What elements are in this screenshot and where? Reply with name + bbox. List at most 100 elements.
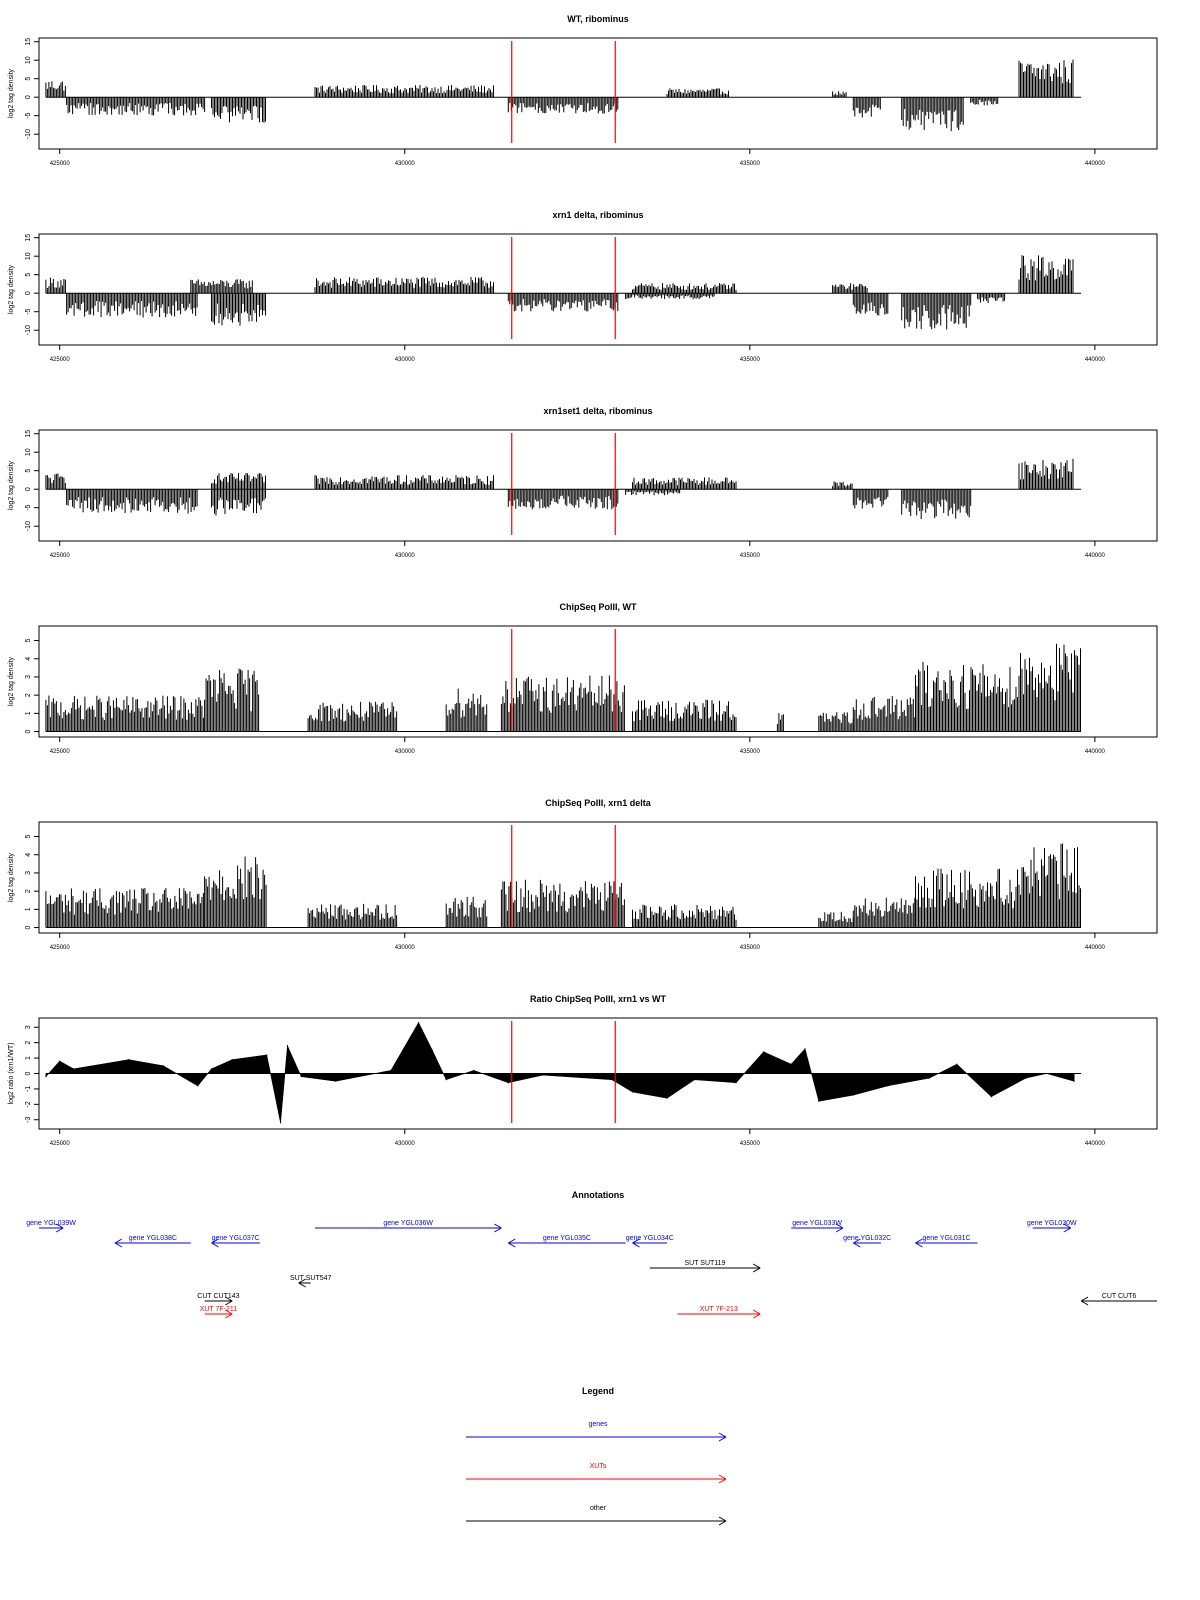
arrow-head bbox=[494, 1223, 502, 1229]
data-bars bbox=[45, 643, 1081, 732]
annotation-arrow bbox=[39, 1223, 64, 1233]
ratio-point bbox=[300, 1075, 302, 1078]
legend-title: Legend bbox=[582, 1386, 614, 1396]
legend-label: genes bbox=[588, 1421, 608, 1428]
series-plus bbox=[45, 458, 1074, 490]
ratio-point bbox=[445, 1079, 447, 1081]
legend-arrow bbox=[466, 1516, 727, 1526]
y-axis-label: log2 tag density bbox=[8, 852, 15, 902]
arrow-head bbox=[718, 1436, 727, 1442]
y-tick-label: -5 bbox=[25, 308, 32, 314]
annotation-gene: gene YGL033W bbox=[791, 1220, 844, 1233]
annotation-label: SUT SUT547 bbox=[290, 1275, 332, 1282]
annotation-gene: gene YGL035C bbox=[508, 1235, 626, 1248]
data-bars bbox=[45, 843, 1081, 928]
ratio-point bbox=[990, 1096, 992, 1098]
chart-panel-3: xrn1set1 delta, ribominus log2 tag densit… bbox=[8, 406, 1158, 559]
legend-item-gene: genes bbox=[466, 1421, 727, 1442]
y-tick-label: 1 bbox=[25, 907, 32, 911]
y-tick-label: 10 bbox=[25, 56, 32, 64]
arrow-head bbox=[224, 1309, 233, 1315]
legend-arrow bbox=[466, 1432, 727, 1442]
x-tick-label: 430000 bbox=[395, 945, 416, 951]
annotations-title: Annotations bbox=[572, 1190, 625, 1200]
annotation-xut: XUT 7F-213 bbox=[677, 1306, 761, 1319]
annotation-label: SUT SUT119 bbox=[684, 1260, 725, 1267]
arrow-head bbox=[752, 1263, 761, 1269]
ratio-point bbox=[335, 1080, 337, 1082]
arrow-head bbox=[752, 1313, 761, 1319]
x-tick-label: 435000 bbox=[740, 1141, 761, 1147]
chart-title: WT, ribominus bbox=[567, 14, 629, 24]
annotation-arrow bbox=[508, 1238, 626, 1248]
y-tick-label: 0 bbox=[25, 95, 32, 99]
ratio-point bbox=[790, 1063, 792, 1065]
plot-frame bbox=[38, 233, 1158, 346]
arrow-head bbox=[211, 1238, 219, 1244]
arrow-head bbox=[224, 1300, 233, 1306]
annotation-arrow bbox=[1032, 1223, 1071, 1233]
y-axis-label: log2 tag density bbox=[8, 656, 15, 706]
annotation-label: gene YGL038C bbox=[129, 1235, 177, 1242]
x-tick-label: 440000 bbox=[1085, 749, 1106, 755]
arrow-head bbox=[494, 1227, 502, 1233]
y-axis-label: log2 tag density bbox=[8, 68, 15, 118]
legend: Legend genes XUTs other bbox=[466, 1386, 727, 1526]
chart-panel-6: Ratio ChipSeq PolII, xrn1 vs WT log2 rati… bbox=[8, 994, 1158, 1147]
legend-item-other: other bbox=[466, 1505, 727, 1526]
annotation-arrow bbox=[114, 1238, 191, 1248]
annotation-label: gene YGL039W bbox=[26, 1220, 76, 1227]
x-tick-label: 435000 bbox=[740, 553, 761, 559]
annotation-label: gene YGL030W bbox=[1027, 1220, 1077, 1227]
annotation-arrow bbox=[315, 1223, 502, 1233]
arrow-head bbox=[114, 1238, 123, 1244]
ratio-point bbox=[128, 1059, 130, 1061]
ratio-point bbox=[507, 1082, 509, 1084]
y-tick-label: 4 bbox=[25, 657, 32, 661]
y-tick-label: 0 bbox=[25, 487, 32, 491]
y-tick-label: -10 bbox=[25, 325, 32, 335]
arrow-head bbox=[508, 1238, 516, 1244]
data-bars bbox=[45, 255, 1074, 330]
chart-title: xrn1 delta, ribominus bbox=[552, 210, 643, 220]
plot-frame bbox=[38, 429, 1158, 542]
annotation-arrow bbox=[204, 1309, 233, 1319]
annotation-other: SUT SUT547 bbox=[290, 1275, 332, 1288]
plot-frame bbox=[38, 625, 1158, 738]
y-tick-label: -10 bbox=[25, 129, 32, 139]
y-tick-label: 5 bbox=[25, 469, 32, 473]
arrow-head bbox=[1080, 1300, 1089, 1306]
chart-title: ChipSeq PolII, xrn1 delta bbox=[545, 798, 652, 808]
annotation-label: CUT CUT6 bbox=[1102, 1293, 1137, 1300]
annotation-xut: XUT 7F-211 bbox=[200, 1306, 237, 1319]
series-density bbox=[45, 643, 1081, 732]
ratio-point bbox=[279, 1122, 282, 1124]
arrow-head bbox=[55, 1227, 64, 1233]
annotations-panel: Annotations gene YGL039W gene YGL038C gene … bbox=[26, 1190, 1157, 1319]
annotation-label: CUT CUT143 bbox=[197, 1293, 239, 1300]
y-tick-label: 2 bbox=[25, 693, 32, 697]
arrow-head bbox=[298, 1282, 306, 1288]
annotation-label: XUT 7F-213 bbox=[700, 1306, 738, 1313]
x-tick-label: 430000 bbox=[395, 161, 416, 167]
data-bars bbox=[45, 59, 1074, 132]
legend-label: other bbox=[590, 1505, 607, 1512]
y-tick-label: 15 bbox=[25, 234, 32, 242]
ratio-point bbox=[417, 1022, 420, 1024]
x-tick-label: 440000 bbox=[1085, 945, 1106, 951]
y-tick-label: 2 bbox=[25, 889, 32, 893]
y-axis-label: log2 tag density bbox=[8, 264, 15, 314]
chart-title: ChipSeq PolII, WT bbox=[560, 602, 637, 612]
arrow-head bbox=[114, 1242, 123, 1248]
x-tick-label: 440000 bbox=[1085, 553, 1106, 559]
arrow-head bbox=[835, 1223, 844, 1229]
ratio-point bbox=[818, 1100, 820, 1102]
ratio-point bbox=[231, 1059, 233, 1061]
annotation-gene: gene YGL030W bbox=[1027, 1220, 1077, 1233]
data-bars bbox=[45, 458, 1074, 520]
ratio-point bbox=[210, 1068, 213, 1070]
y-tick-label: 15 bbox=[25, 38, 32, 46]
annotation-label: gene YGL033W bbox=[792, 1220, 842, 1227]
annotation-gene: gene YGL031C bbox=[915, 1235, 978, 1248]
series-minus bbox=[66, 489, 972, 520]
